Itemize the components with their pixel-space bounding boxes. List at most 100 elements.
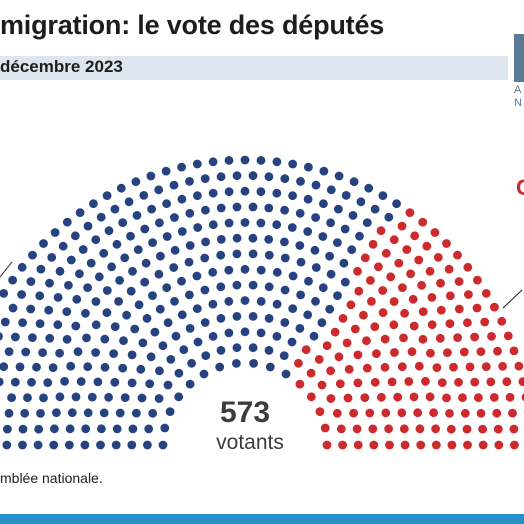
seat-dot [436,305,446,315]
seat-dot [55,348,64,358]
seat-dot [240,155,250,165]
seat-dot [102,308,112,317]
seat-dot [360,253,370,263]
seat-dot [355,231,364,241]
seat-dot [102,191,112,201]
seat-dot [296,177,305,186]
seat-dot [208,220,218,230]
seat-dot [380,334,390,344]
logo-mark [514,34,524,82]
seat-dot [335,379,345,389]
seat-dot [453,250,462,260]
seat-dot [39,393,48,403]
seat-dot [112,239,122,249]
seat-dot [100,334,110,344]
seat-dot [493,424,503,434]
seat-dot [264,282,274,292]
seat-dot [62,334,72,344]
seat-dot [201,205,210,215]
seat-dot [43,378,53,387]
seat-dot [425,266,435,276]
seat-dot [498,361,507,371]
seat-dot [177,194,187,204]
seat-dot [315,407,325,416]
seat-dot [127,440,137,450]
seat-dot [36,409,45,418]
seat-dot [52,408,61,418]
seat-dot [264,172,274,182]
seat-dot [272,332,282,341]
seat-dot [240,186,250,196]
seat-dot [193,223,203,232]
seat-dot [459,347,469,357]
seat-dot [232,280,242,290]
seat-dot [116,183,126,193]
seat-dot [342,338,352,348]
seat-dot [281,369,291,379]
seat-dot [67,408,77,418]
seat-dot [447,440,457,450]
seat-dot [486,377,496,387]
seat-dot [131,177,141,187]
seat-dot [49,440,59,450]
seat-dot [333,291,342,300]
seat-dot [407,347,417,357]
seat-dot [317,380,327,390]
seat-dot [264,203,274,213]
seat-dot [320,423,330,433]
seat-dot [318,283,328,293]
seat-dot [26,277,36,286]
seat-dot [91,320,101,330]
seat-dot [171,331,181,341]
seat-dot [133,245,143,255]
seat-dot [111,440,121,450]
seat-dot [193,191,202,201]
seat-dot [94,272,104,282]
seat-dot [364,183,374,193]
seat-dot [418,307,428,316]
seat-dot [216,282,226,292]
seat-dot [216,235,226,244]
subtitle-band [0,56,508,80]
seat-dot [416,440,426,450]
seat-dot [414,255,424,265]
seat-dot [122,310,131,320]
seat-dot [8,275,17,285]
seat-dot [394,258,404,268]
seat-dot [146,171,156,181]
seat-dot [353,350,363,360]
seat-dot [36,264,46,274]
seat-dot [126,231,135,241]
seat-dot [473,275,482,285]
seat-dot [510,440,519,450]
seat-dot [165,407,175,416]
seat-dot [445,291,455,301]
seat-dot [185,290,194,300]
seat-dot [326,394,336,403]
seat-dot [415,424,425,434]
seat-dot [96,212,106,222]
source-note: mblée nationale. [0,470,103,486]
seat-dot [162,283,172,293]
seat-dot [115,276,124,285]
seat-dot [458,393,467,403]
seat-dot [397,221,407,231]
seat-dot [150,327,160,337]
seat-dot [433,253,443,262]
seat-dot [432,363,442,372]
seat-dot [406,269,415,279]
seat-dot [66,361,76,371]
seat-dot [232,359,241,368]
seat-dot [398,283,407,292]
seat-dot [280,253,290,263]
seat-dot [23,393,32,403]
seat-dot [287,337,297,347]
seat-dot [442,239,451,248]
seat-dot [158,440,168,450]
seat-dot [163,380,173,390]
seat-dot [39,239,48,248]
seat-dot [384,424,393,434]
seat-dot [216,250,226,260]
seat-dot [366,276,375,285]
seat-dot [326,185,336,195]
